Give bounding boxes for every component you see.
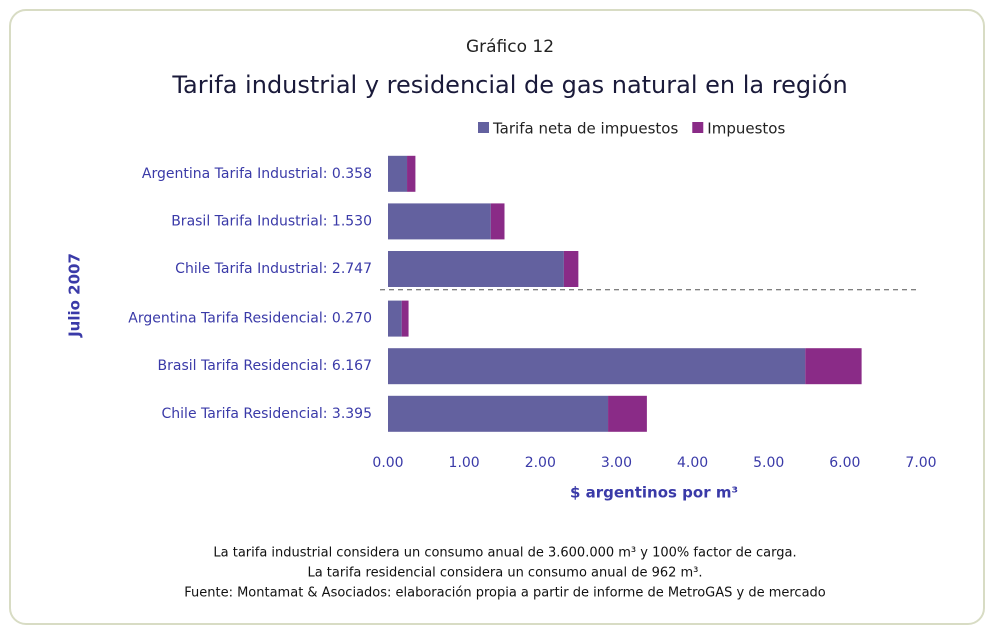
bar-segment — [388, 395, 609, 432]
x-tick-label: 7.00 — [905, 455, 936, 471]
chart-supertitle: Gráfico 12 — [466, 37, 554, 57]
bar-segment — [388, 155, 408, 192]
legend-label: Tarifa neta de impuestos — [492, 120, 678, 138]
footnote: Fuente: Montamat & Asociados: elaboració… — [184, 586, 826, 601]
bar-segment — [388, 300, 402, 337]
x-tick-label: 4.00 — [677, 455, 708, 471]
x-tick-label: 1.00 — [449, 455, 480, 471]
bar-segment — [563, 251, 579, 287]
bar-segment — [407, 155, 416, 192]
x-tick-label: 5.00 — [753, 455, 784, 471]
footnote: La tarifa residencial considera un consu… — [307, 566, 702, 581]
frame — [9, 9, 985, 625]
x-axis-label: $ argentinos por m³ — [570, 484, 738, 502]
bar-segment — [490, 203, 505, 240]
bar-segment — [388, 251, 564, 287]
footnote: La tarifa industrial considera un consum… — [213, 546, 796, 561]
y-axis-label: Julio 2007 — [66, 253, 84, 338]
bar-segment — [805, 348, 862, 385]
legend-label: Impuestos — [707, 120, 785, 138]
y-tick-label: Argentina Tarifa Industrial: 0.358 — [142, 166, 372, 182]
bar-segment — [388, 203, 491, 240]
x-tick-label: 2.00 — [525, 455, 556, 471]
x-tick-label: 0.00 — [372, 455, 403, 471]
y-tick-label: Chile Tarifa Industrial: 2.747 — [175, 261, 372, 277]
bar-segment — [388, 348, 806, 385]
x-tick-label: 6.00 — [829, 455, 860, 471]
y-tick-label: Chile Tarifa Residencial: 3.395 — [162, 406, 372, 422]
x-tick-label: 3.00 — [601, 455, 632, 471]
legend-swatch — [692, 122, 704, 133]
legend-swatch — [478, 122, 489, 133]
chart-title: Tarifa industrial y residencial de gas n… — [171, 71, 847, 99]
y-tick-label: Argentina Tarifa Residencial: 0.270 — [128, 311, 372, 327]
bar-segment — [608, 395, 647, 432]
bar-segment — [401, 300, 409, 337]
y-tick-label: Brasil Tarifa Residencial: 6.167 — [158, 358, 372, 374]
y-tick-label: Brasil Tarifa Industrial: 1.530 — [171, 213, 372, 229]
